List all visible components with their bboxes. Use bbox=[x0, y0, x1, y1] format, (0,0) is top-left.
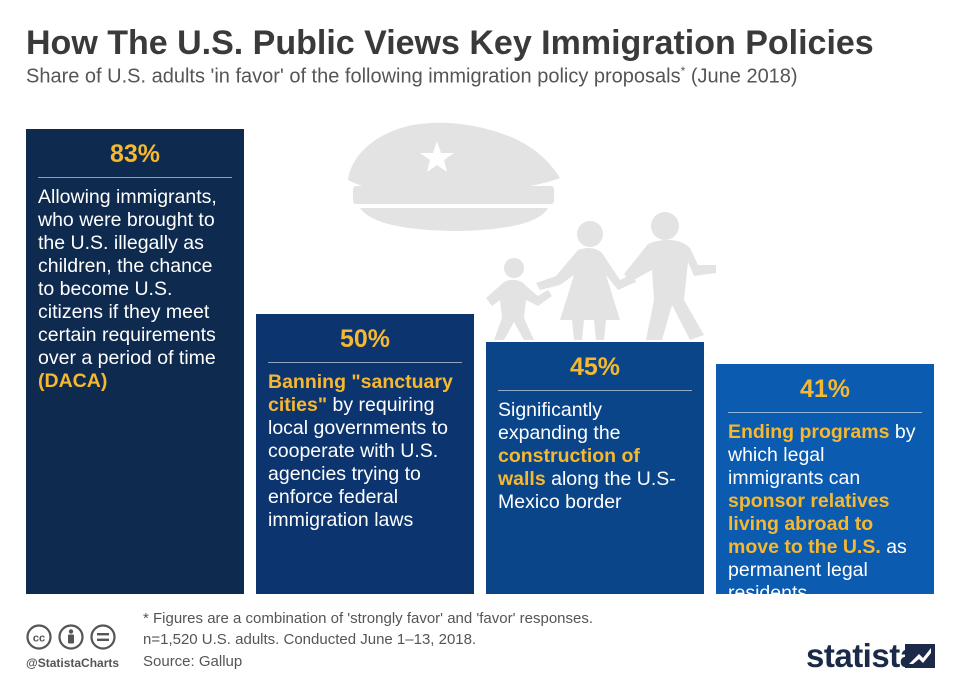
highlighted-phrase: Ending programs bbox=[728, 421, 890, 443]
description-text: Significantly expanding the bbox=[498, 399, 621, 444]
description-text: by requiring local governments to cooper… bbox=[268, 394, 448, 531]
statista-logo-icon bbox=[905, 644, 935, 668]
bar-description: Allowing immigrants, who were brought to… bbox=[38, 186, 232, 393]
description-text: along the U.S-Mexico border bbox=[498, 468, 676, 513]
bar-divider bbox=[728, 412, 922, 413]
bar-description: Banning "sanctuary cities" by requiring … bbox=[268, 371, 462, 532]
highlighted-phrase: (DACA) bbox=[38, 370, 108, 392]
bar-value-label: 83% bbox=[109, 140, 161, 168]
source-text: Source: Gallup bbox=[143, 653, 243, 670]
policy-bar: 41% Ending programs by which legal immigr… bbox=[716, 364, 934, 604]
highlighted-phrase: Banning "sanctuary cities" bbox=[268, 371, 453, 416]
twitter-handle: @StatistaCharts bbox=[26, 656, 120, 670]
family-silhouette-icon bbox=[486, 212, 716, 340]
cc-icon: cc bbox=[26, 624, 52, 650]
no-derivatives-icon bbox=[90, 624, 116, 650]
footnote: * Figures are a combination of 'strongly… bbox=[143, 608, 593, 650]
police-cap-icon bbox=[348, 122, 560, 231]
footnote-line-2: n=1,520 U.S. adults. Conducted June 1–13… bbox=[143, 631, 477, 648]
subtitle-date: (June 2018) bbox=[685, 65, 798, 88]
policy-bar: 50% Banning "sanctuary cities" by requiri… bbox=[256, 314, 474, 594]
chart-subtitle: Share of U.S. adults 'in favor' of the f… bbox=[26, 64, 798, 89]
bar-value-label: 50% bbox=[339, 325, 391, 353]
bar-description: Significantly expanding the construction… bbox=[498, 399, 692, 514]
star-icon bbox=[420, 141, 454, 172]
chart-title: How The U.S. Public Views Key Immigratio… bbox=[26, 24, 874, 62]
bar-divider bbox=[498, 390, 692, 391]
svg-text:cc: cc bbox=[33, 633, 45, 645]
highlighted-phrase: sponsor relatives living abroad to move … bbox=[728, 490, 890, 558]
bar-value-label: 45% bbox=[569, 353, 621, 381]
creative-commons-icons: cc bbox=[26, 624, 116, 650]
bar-description: Ending programs by which legal immigrant… bbox=[728, 421, 922, 605]
description-text: as permanent legal residents bbox=[728, 536, 907, 604]
policy-bar: 83% Allowing immigrants, who were brought… bbox=[26, 129, 244, 594]
subtitle-footnote-mark: * bbox=[680, 64, 686, 78]
statista-logo-text: statista bbox=[806, 637, 918, 674]
bar-divider bbox=[38, 177, 232, 178]
description-text: Allowing immigrants, who were brought to… bbox=[38, 186, 217, 369]
bar-value-label: 41% bbox=[799, 375, 851, 403]
description-text: by which legal immigrants can bbox=[728, 421, 916, 489]
bar-divider bbox=[268, 362, 462, 363]
policy-bar: 45% Significantly expanding the construct… bbox=[486, 342, 704, 594]
subtitle-text: Share of U.S. adults 'in favor' of the f… bbox=[26, 65, 681, 88]
attribution-icon bbox=[58, 624, 84, 650]
footnote-line-1: * Figures are a combination of 'strongly… bbox=[143, 610, 594, 627]
highlighted-phrase: construction of walls bbox=[498, 445, 640, 490]
